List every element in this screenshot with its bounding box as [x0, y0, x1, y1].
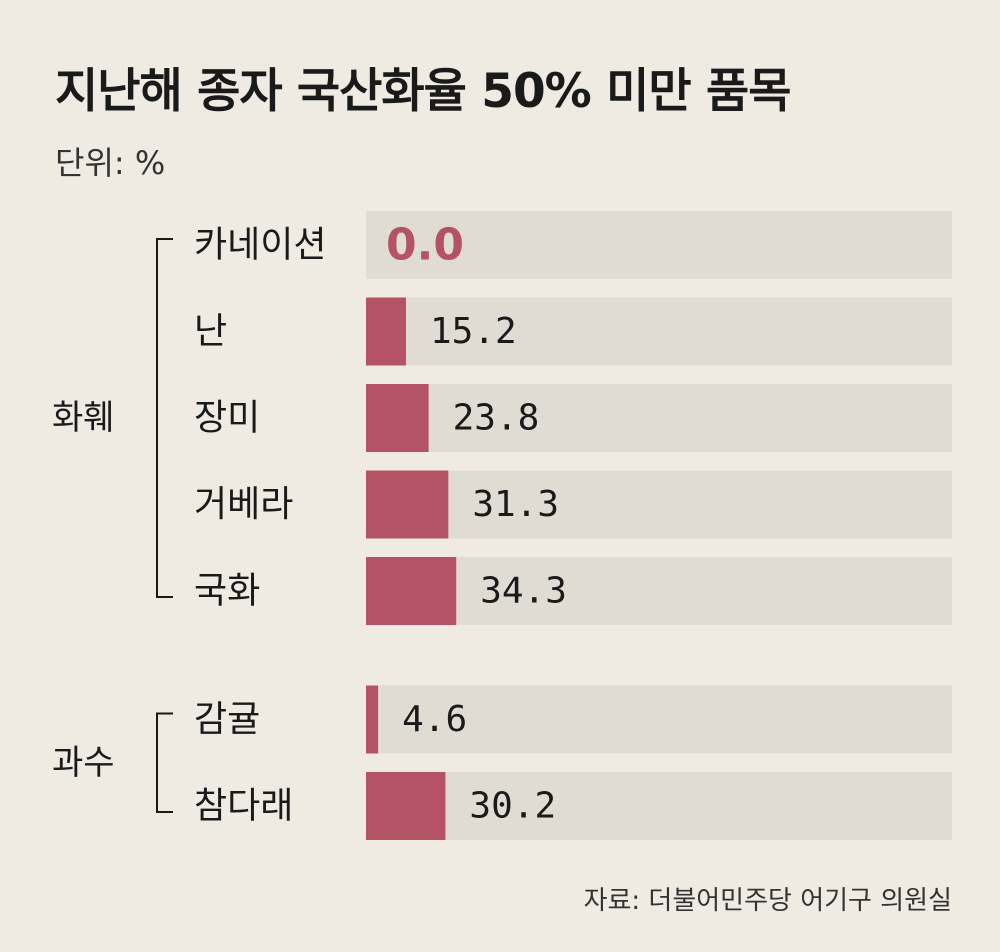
- group-label: 과수: [52, 743, 115, 783]
- category-label: 장미: [194, 398, 260, 439]
- value-label: 31.3: [472, 484, 559, 525]
- category-label: 참다래: [194, 786, 293, 827]
- value-label: 30.2: [469, 786, 556, 827]
- source-note: 자료: 더불어민주당 어기구 의원실: [583, 886, 952, 916]
- bar: [366, 557, 457, 625]
- value-label: 0.0: [386, 220, 464, 271]
- bar: [366, 470, 449, 539]
- category-label: 거베라: [194, 484, 293, 525]
- category-label: 감귤: [194, 699, 260, 740]
- bar-track: [366, 772, 952, 840]
- bar-track: [366, 685, 952, 754]
- group-bracket: [156, 238, 173, 598]
- bar: [366, 297, 406, 366]
- category-label: 카네이션: [194, 225, 326, 266]
- group-label: 화훼: [52, 398, 115, 438]
- bar-track: [366, 557, 952, 625]
- value-label: 34.3: [480, 571, 567, 612]
- category-label: 난: [194, 311, 227, 352]
- bar: [366, 685, 379, 754]
- bar-track: [366, 470, 952, 539]
- bar-track: [366, 211, 952, 279]
- bar: [366, 384, 429, 452]
- unit-label: 단위: %: [55, 144, 166, 182]
- value-label: 4.6: [402, 699, 467, 740]
- chart-title: 지난해 종자 국산화율 50% 미만 품목: [55, 64, 791, 119]
- value-label: 23.8: [453, 398, 540, 439]
- bar: [366, 772, 446, 840]
- bar-track: [366, 384, 952, 452]
- value-label: 15.2: [430, 311, 517, 352]
- bar-track: [366, 297, 952, 366]
- group-bracket: [156, 712, 173, 813]
- category-label: 국화: [194, 571, 260, 612]
